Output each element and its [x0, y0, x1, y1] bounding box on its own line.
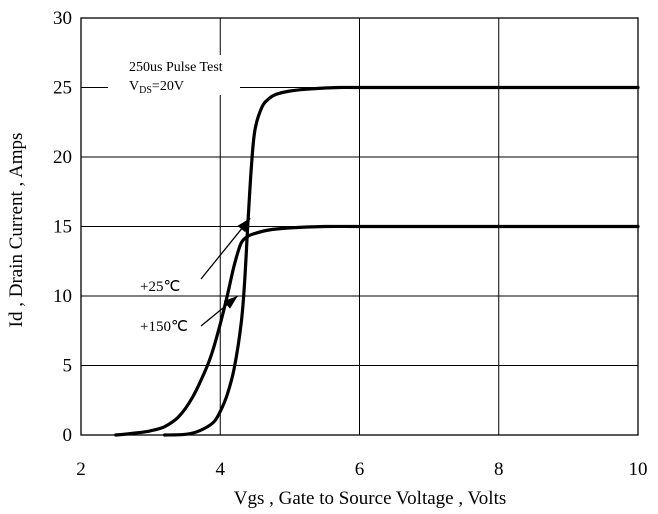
x-tick-label-3: 8 — [494, 459, 504, 480]
series-label-0: +25℃ — [140, 279, 180, 295]
y-tick-label-3: 15 — [53, 217, 72, 238]
x-axis-title: Vgs , Gate to Source Voltage , Volts — [234, 488, 507, 509]
annotation: 250us Pulse Test VDS=20V — [108, 55, 240, 96]
y-tick-label-0: 0 — [63, 425, 73, 446]
annotation-line-2: VDS=20V — [129, 79, 184, 96]
x-tick-label-0: 2 — [76, 459, 86, 480]
series-line-0 — [163, 85, 640, 437]
y-tick-label-4: 20 — [53, 147, 72, 168]
series-lines — [114, 85, 640, 437]
y-tick-label-5: 25 — [53, 78, 72, 99]
y-axis-title: Id , Drain Current , Amps — [6, 133, 27, 328]
series-labels: +25℃ +150℃ — [140, 217, 251, 335]
annotation-ds-subscript: DS — [139, 85, 152, 96]
y-tick-label-1: 5 — [63, 356, 73, 377]
annotation-rest: =20V — [152, 79, 184, 94]
annotation-v: V — [129, 79, 139, 94]
annotation-line-1: 250us Pulse Test — [129, 60, 223, 75]
y-tick-label-6: 30 — [53, 8, 72, 29]
y-tick-label-2: 10 — [53, 286, 72, 307]
x-tick-labels: 2 4 6 8 10 — [76, 459, 647, 480]
series-line-1 — [114, 224, 640, 437]
series-label-1: +150℃ — [140, 319, 188, 335]
series-arrow-head-0 — [237, 218, 251, 233]
x-tick-label-4: 10 — [629, 459, 648, 480]
y-tick-labels: 0 5 10 15 20 25 30 — [53, 8, 72, 446]
x-tick-label-2: 6 — [355, 459, 365, 480]
series-arrow-head-1 — [223, 296, 238, 309]
annotation-background — [108, 55, 240, 95]
x-tick-label-1: 4 — [216, 459, 226, 480]
